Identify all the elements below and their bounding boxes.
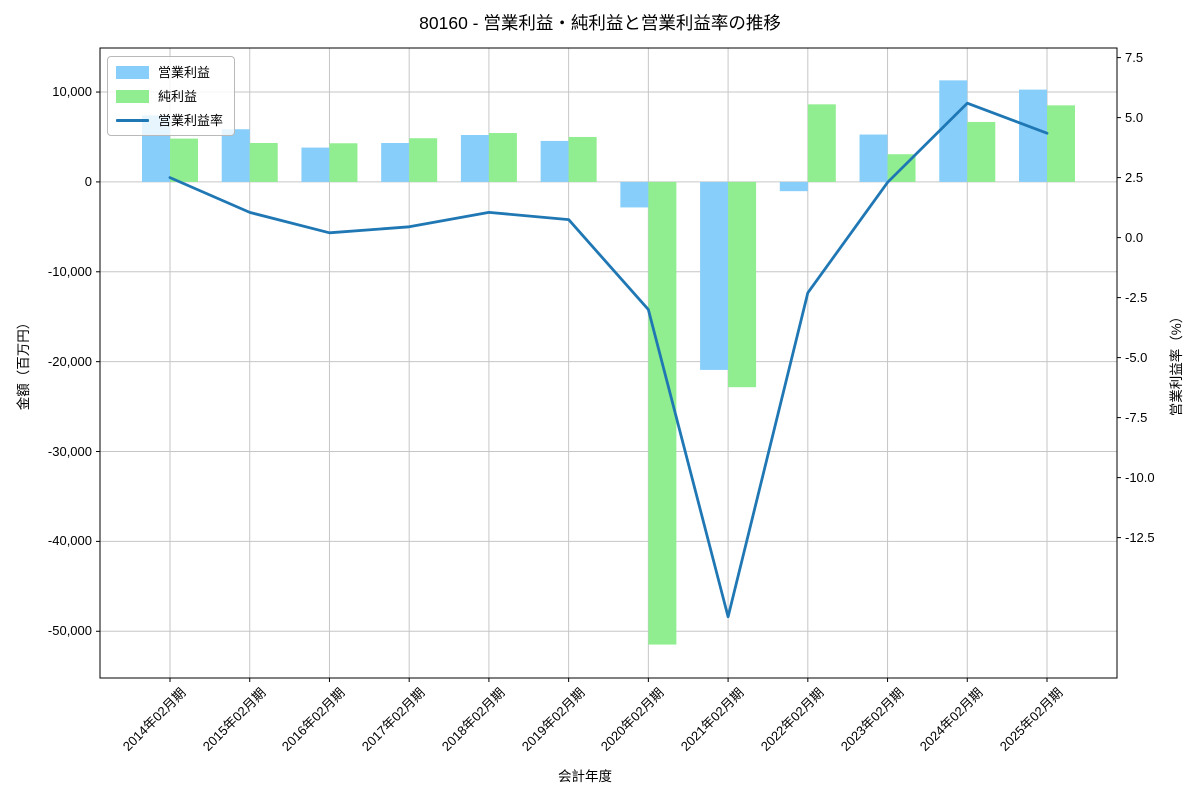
bar-operating-income-2015 — [221, 129, 250, 182]
bar-operating-income-2022 — [779, 181, 808, 192]
legend-label-net-income: 純利益 — [158, 88, 198, 104]
legend-swatch-net-income — [116, 89, 149, 103]
legend-item-operating-margin: 営業利益率 — [116, 112, 225, 128]
legend-swatch-operating-margin — [116, 118, 149, 122]
legend-label-operating-income: 営業利益 — [158, 64, 211, 80]
y-tick-label-right: -2.5 — [1125, 289, 1148, 305]
chart-title: 80160 - 営業利益・純利益と営業利益率の推移 — [419, 13, 781, 33]
operating-margin-line — [168, 101, 1049, 619]
bar-net-income-2022 — [807, 104, 836, 182]
y-tick-label-left: -50,000 — [47, 623, 92, 639]
bar-net-income-2016 — [329, 143, 358, 182]
bar-operating-income-2025 — [1019, 89, 1047, 182]
y-tick-label-right: 5.0 — [1125, 109, 1144, 125]
bar-operating-income-2024 — [939, 80, 968, 182]
y-tick-label-right: -7.5 — [1125, 409, 1148, 425]
bar-net-income-2020 — [648, 181, 677, 645]
bar-operating-income-2023 — [859, 134, 888, 182]
y-tick-label-right: -10.0 — [1125, 469, 1155, 485]
bar-operating-income-2018 — [460, 134, 489, 182]
y-tick-label-left: 0 — [84, 173, 92, 189]
legend-label-operating-margin: 営業利益率 — [158, 112, 224, 128]
legend-swatch-operating-income — [116, 65, 149, 79]
bar-operating-income-2019 — [540, 140, 569, 182]
y-tick-label-left: -10,000 — [47, 263, 92, 279]
y-tick-label-right: 7.5 — [1125, 49, 1144, 65]
legend-item-net-income: 純利益 — [116, 88, 225, 104]
legend-item-operating-income: 営業利益 — [116, 64, 225, 80]
bar-net-income-2021 — [728, 181, 757, 388]
y-tick-label-right: 2.5 — [1125, 169, 1144, 185]
bar-net-income-2019 — [568, 136, 597, 182]
y-tick-label-right: 0.0 — [1125, 229, 1144, 245]
bar-operating-income-2021 — [700, 181, 729, 370]
x-axis-label: 会計年度 — [558, 769, 612, 784]
bar-net-income-2017 — [409, 138, 438, 182]
bar-net-income-2014 — [170, 138, 198, 182]
y-tick-label-right: -5.0 — [1125, 349, 1148, 365]
bar-net-income-2025 — [1047, 105, 1075, 182]
bar-operating-income-2020 — [620, 181, 649, 208]
y-tick-label-left: 10,000 — [52, 84, 92, 100]
bar-net-income-2024 — [967, 121, 996, 182]
legend: 営業利益 純利益 営業利益率 — [107, 56, 235, 136]
y-tick-label-left: -20,000 — [47, 353, 92, 369]
bar-net-income-2018 — [488, 133, 517, 182]
y-tick-label-left: -30,000 — [47, 443, 92, 459]
bar-operating-income-2016 — [301, 147, 330, 182]
bar-net-income-2015 — [249, 142, 278, 182]
y-tick-label-left: -40,000 — [47, 533, 92, 549]
bar-operating-income-2017 — [381, 142, 410, 182]
plot-border — [99, 47, 1118, 679]
y-tick-label-right: -12.5 — [1125, 529, 1155, 545]
